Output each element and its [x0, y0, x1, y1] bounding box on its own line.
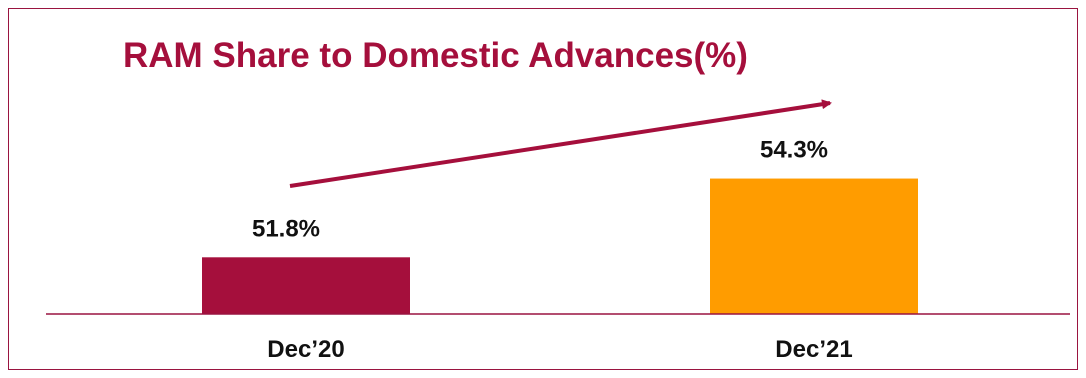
data-label-1: 51.8% [252, 215, 320, 242]
chart-title: RAM Share to Domestic Advances(%) [123, 36, 748, 75]
bar-2 [710, 178, 918, 314]
x-tick-label-1: Dec’20 [267, 336, 344, 363]
ticks-group: Dec’20 Dec’21 [267, 336, 852, 363]
labels-group: 51.8% 54.3% [252, 137, 828, 243]
trend-arrow [289, 99, 832, 188]
bar-1 [202, 257, 410, 314]
data-label-2: 54.3% [760, 137, 828, 164]
bars-group [202, 178, 918, 314]
x-tick-label-2: Dec’21 [775, 336, 852, 363]
